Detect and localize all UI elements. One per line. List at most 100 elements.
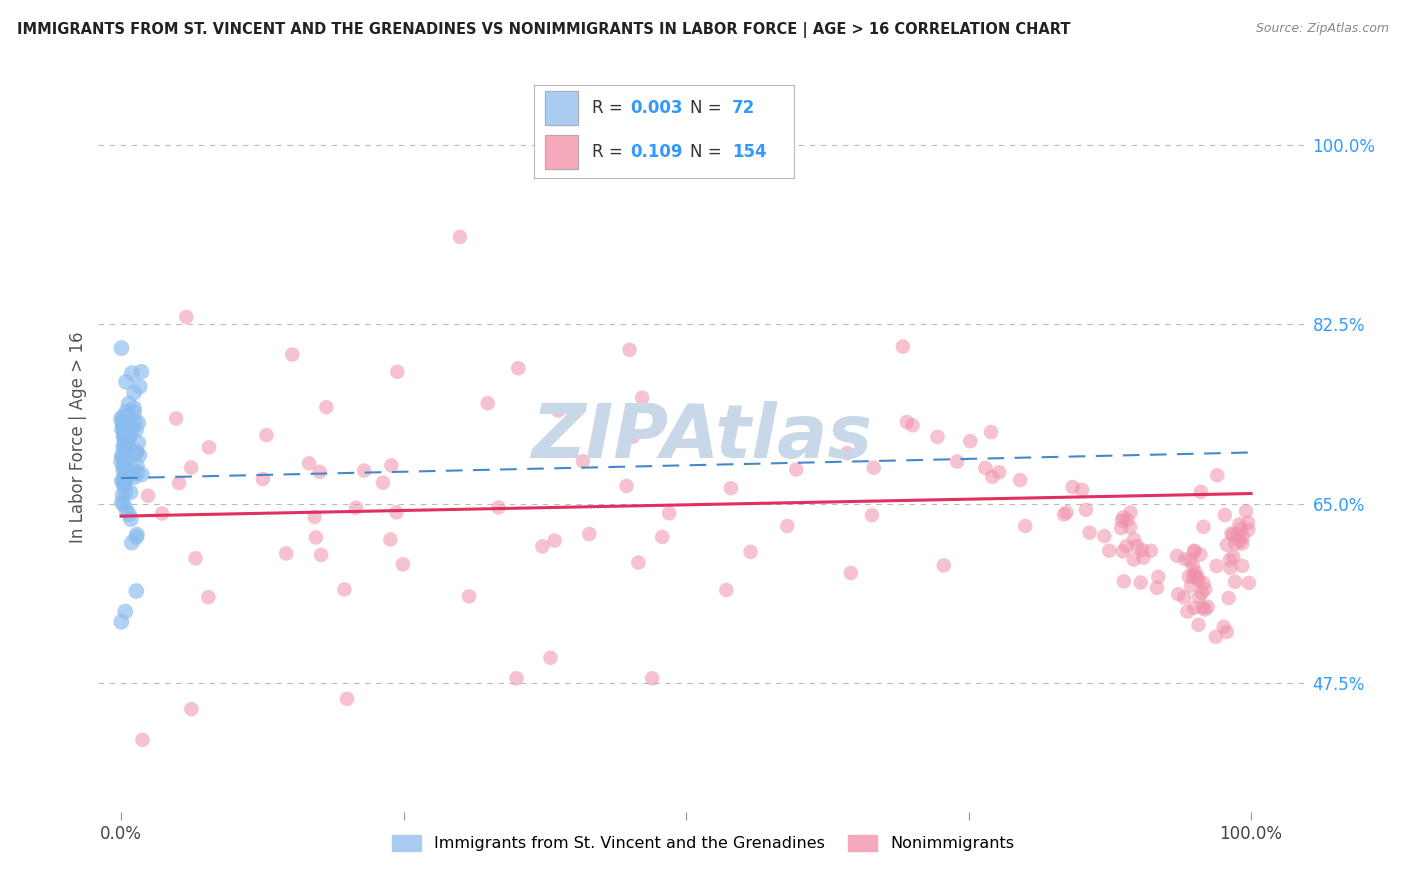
Point <box>111 423 134 437</box>
Point <box>1182 600 1205 615</box>
Point <box>1191 586 1213 600</box>
Point <box>1184 566 1206 580</box>
Point <box>120 512 142 526</box>
Polygon shape <box>544 136 578 169</box>
Point <box>1071 483 1094 497</box>
Point <box>862 460 884 475</box>
Point <box>385 505 408 519</box>
Point <box>896 415 918 429</box>
Point <box>380 458 402 473</box>
Point <box>927 430 949 444</box>
Point <box>120 428 142 442</box>
Point <box>125 530 148 544</box>
Point <box>120 415 142 429</box>
Point <box>1129 575 1152 590</box>
Point <box>1112 574 1135 589</box>
Text: 0.109: 0.109 <box>630 144 683 161</box>
Point <box>1182 543 1205 558</box>
Point <box>1177 605 1199 619</box>
Point <box>1092 529 1115 543</box>
Point <box>1174 552 1197 566</box>
Text: N =: N = <box>690 99 727 117</box>
Point <box>1225 537 1247 551</box>
Point <box>136 489 159 503</box>
Point <box>508 361 530 376</box>
Point <box>1219 561 1241 575</box>
Point <box>1140 543 1163 558</box>
Point <box>111 488 134 502</box>
Text: Source: ZipAtlas.com: Source: ZipAtlas.com <box>1256 22 1389 36</box>
Point <box>1237 516 1260 530</box>
Point <box>333 582 356 597</box>
Point <box>298 456 321 470</box>
Point <box>1112 510 1135 524</box>
Point <box>114 433 136 447</box>
Point <box>128 379 150 393</box>
Point <box>538 650 561 665</box>
Point <box>117 397 139 411</box>
Point <box>114 484 136 499</box>
Point <box>304 510 326 524</box>
Point <box>1218 591 1240 605</box>
Point <box>932 558 955 573</box>
Point <box>1014 519 1036 533</box>
Point <box>1205 630 1227 644</box>
Point <box>477 396 499 410</box>
Point <box>121 535 143 549</box>
Point <box>117 427 139 442</box>
Point <box>716 582 738 597</box>
Point <box>1166 549 1188 563</box>
Point <box>111 449 134 463</box>
Point <box>150 507 173 521</box>
Point <box>1189 484 1212 499</box>
Point <box>125 527 148 541</box>
Point <box>114 475 136 490</box>
Point <box>547 403 569 417</box>
Point <box>121 462 143 476</box>
Point <box>974 460 997 475</box>
Point <box>115 502 138 516</box>
Point <box>458 590 481 604</box>
Point <box>184 551 207 566</box>
Point <box>1184 544 1206 558</box>
Point <box>112 429 135 443</box>
Point <box>111 449 134 463</box>
Point <box>621 430 644 444</box>
Point <box>122 405 145 419</box>
Point <box>616 479 638 493</box>
Point <box>1010 473 1032 487</box>
Point <box>1232 558 1254 573</box>
Point <box>860 508 883 523</box>
Point <box>1126 539 1149 553</box>
Point <box>631 391 654 405</box>
Point <box>252 472 274 486</box>
Point <box>1194 602 1216 616</box>
Point <box>1056 505 1078 519</box>
Point <box>1187 571 1209 585</box>
Point <box>1237 576 1260 591</box>
Point <box>988 465 1011 479</box>
Point <box>505 671 527 685</box>
Point <box>1074 503 1097 517</box>
Point <box>740 545 762 559</box>
Point <box>121 423 143 437</box>
Point <box>1147 570 1170 584</box>
Point <box>1112 544 1135 558</box>
Point <box>114 455 136 469</box>
Point <box>110 341 132 355</box>
Point <box>308 465 330 479</box>
Point <box>122 467 145 481</box>
Point <box>946 454 969 468</box>
Point <box>110 454 132 468</box>
Point <box>1212 620 1234 634</box>
Point <box>1237 523 1260 537</box>
Text: R =: R = <box>592 99 627 117</box>
Point <box>125 423 148 437</box>
Point <box>839 566 862 580</box>
Point <box>1062 480 1084 494</box>
Point <box>1078 525 1101 540</box>
Point <box>392 558 415 572</box>
Point <box>1123 533 1146 547</box>
Text: ZIPAtlas: ZIPAtlas <box>533 401 873 474</box>
Point <box>1191 600 1213 615</box>
